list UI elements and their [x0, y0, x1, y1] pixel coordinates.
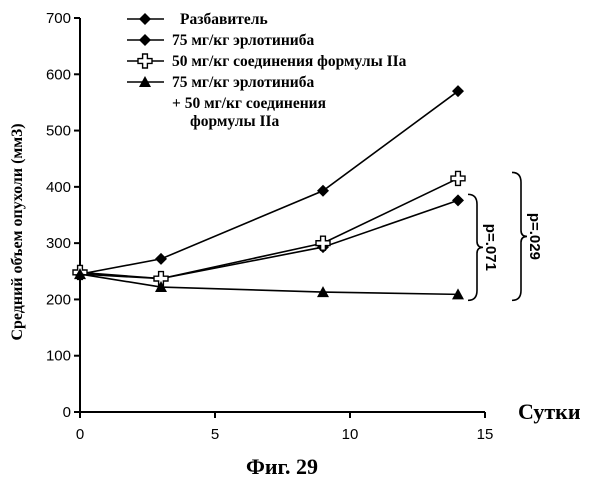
figure-caption: Фиг. 29	[246, 454, 318, 479]
legend-item-2: 75 мг/кг эрлотиниба	[127, 32, 314, 49]
data-point	[452, 194, 464, 206]
data-point	[155, 253, 167, 265]
y-tick-label: 200	[46, 291, 71, 308]
y-tick-label: 100	[46, 348, 71, 365]
data-point	[451, 171, 465, 185]
p-value-bracket-2: p=.029	[512, 172, 543, 300]
p-value-label: p=.029	[526, 213, 543, 260]
y-tick-label: 500	[46, 123, 71, 140]
legend-label: 75 мг/кг эрлотиниба	[172, 32, 314, 49]
annotations: p=.071 p=.029	[468, 172, 543, 300]
series-line	[80, 200, 458, 278]
y-tick-label: 300	[46, 235, 71, 252]
series-3	[73, 171, 465, 285]
data-point	[452, 85, 464, 97]
legend-label: 75 мг/кг эрлотиниба	[172, 74, 314, 91]
x-axis-title: Сутки	[518, 399, 581, 424]
y-tick-label: 0	[63, 404, 71, 421]
series-4	[74, 268, 464, 299]
y-axis-title: Средний объем опухоли (мм3)	[9, 123, 26, 340]
bracket-brace	[512, 172, 527, 300]
series-2	[74, 194, 464, 284]
x-tick-label: 5	[211, 426, 219, 443]
legend-item-3: 50 мг/кг соединения формулы IIa	[127, 53, 407, 70]
x-tick-label: 15	[477, 426, 494, 443]
legend-label-line3: формулы IIa	[190, 113, 280, 130]
legend-item-4: 75 мг/кг эрлотиниба + 50 мг/кг соединения…	[127, 74, 326, 130]
x-tick-label: 10	[342, 426, 359, 443]
p-value-bracket-1: p=.071	[468, 194, 499, 300]
legend-marker	[138, 54, 152, 68]
x-tick-label: 0	[76, 426, 84, 443]
p-value-label: p=.071	[482, 224, 499, 271]
legend-label: Разбавитель	[180, 11, 268, 28]
legend-marker	[139, 13, 151, 25]
y-tick-label: 700	[46, 10, 71, 27]
data-point	[317, 185, 329, 197]
legend-item-1: Разбавитель	[127, 11, 268, 28]
legend-label: 50 мг/кг соединения формулы IIa	[172, 53, 407, 70]
legend: Разбавитель 75 мг/кг эрлотиниба 50 мг/кг с…	[127, 11, 407, 130]
y-tick-label: 400	[46, 179, 71, 196]
legend-marker	[139, 34, 151, 46]
legend-label-line2: + 50 мг/кг соединения	[172, 95, 326, 112]
bracket-brace	[468, 194, 483, 300]
y-tick-label: 600	[46, 66, 71, 83]
